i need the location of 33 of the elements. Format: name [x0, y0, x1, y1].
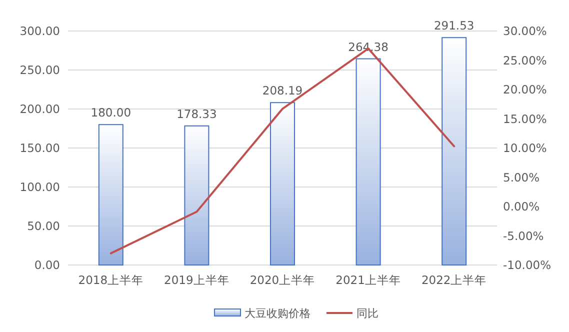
- bar: [442, 37, 467, 266]
- bar: [356, 58, 381, 266]
- y2-tick-label: 10.00%: [503, 141, 547, 155]
- y-tick-label: 200.00: [20, 102, 60, 116]
- bar: [270, 102, 295, 266]
- x-tick-label: 2022上半年: [421, 273, 487, 287]
- y2-tick-label: -5.00%: [503, 228, 544, 243]
- y-tick-label: 300.00: [20, 24, 60, 38]
- data-label: 291.53: [434, 18, 474, 33]
- legend-label: 同比: [356, 307, 378, 320]
- y-tick-label: 100.00: [20, 180, 60, 194]
- y2-tick-label: 15.00%: [503, 112, 547, 126]
- y2-tick-label: 30.00%: [503, 24, 547, 38]
- x-tick-label: 2019上半年: [164, 273, 230, 287]
- y2-tick-label: 25.00%: [503, 53, 547, 68]
- bar: [184, 125, 210, 266]
- y-tick-label: 150.00: [20, 141, 60, 155]
- x-tick-label: 2021上半年: [336, 273, 401, 287]
- y-tick-label: 0.00: [34, 258, 60, 272]
- bar: [98, 124, 124, 266]
- data-label: 180.00: [90, 106, 132, 120]
- y-tick-label: 50.00: [27, 219, 60, 233]
- data-label: 178.33: [176, 106, 217, 121]
- y2-tick-label: 5.00%: [503, 170, 540, 184]
- x-tick-label: 2020上半年: [250, 273, 316, 287]
- y2-tick-label: 0.00%: [503, 200, 540, 214]
- y-tick-label: 250.00: [20, 63, 60, 77]
- legend-label: 大豆收购价格: [244, 307, 310, 320]
- y2-tick-label: 20.00%: [503, 82, 547, 96]
- y2-tick-label: -10.00%: [503, 258, 552, 272]
- x-tick-label: 2018上半年: [78, 273, 144, 287]
- data-label: 208.19: [262, 84, 303, 98]
- data-label: 264.38: [348, 40, 388, 54]
